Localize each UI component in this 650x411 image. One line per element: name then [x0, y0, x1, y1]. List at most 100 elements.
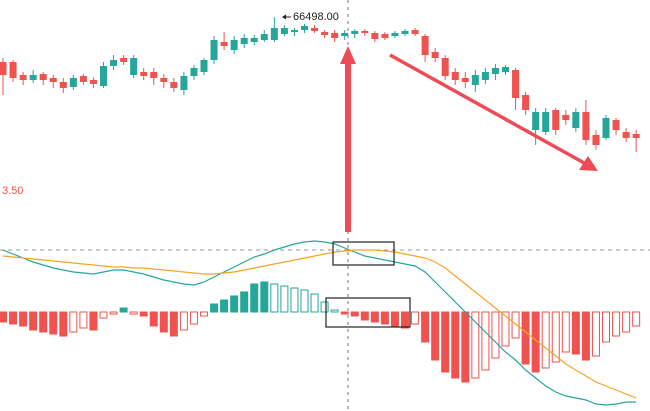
candle-body [552, 110, 560, 130]
macd-bar [360, 311, 369, 321]
macd-bar [69, 311, 78, 333]
macd-bar [230, 295, 239, 313]
macd-bar [551, 311, 560, 363]
macd-bar [340, 311, 349, 315]
candle-body [381, 34, 389, 38]
arrow-up [340, 46, 356, 232]
macd-bar [380, 311, 389, 325]
macd-bar [159, 311, 168, 333]
macd-bar [622, 311, 631, 333]
macd-bar [602, 311, 610, 343]
macd-bar [471, 311, 480, 379]
candle-body [250, 38, 258, 42]
candle-body [301, 26, 308, 30]
candle-body [240, 38, 248, 44]
macd-bar [581, 311, 590, 361]
candle-body [582, 112, 590, 140]
macd-bar [320, 301, 329, 313]
candle-body [451, 72, 459, 80]
candle-body [491, 68, 499, 74]
macd-bar [49, 311, 58, 335]
macd-bar [541, 311, 550, 369]
macd-bar [99, 311, 108, 319]
macd-bar [571, 311, 580, 355]
candle-body [89, 80, 97, 84]
macd-bar [189, 311, 198, 325]
candle-body [100, 66, 107, 86]
candle-body [29, 75, 37, 80]
candle-body [632, 134, 640, 138]
macd-bar [179, 311, 188, 331]
macd-bar [39, 311, 48, 333]
macd-bar [561, 311, 570, 353]
macd-bar [240, 291, 249, 313]
arrow-head [579, 156, 598, 171]
candle-body [220, 42, 228, 46]
candle-body [371, 33, 379, 39]
candle-body [120, 58, 128, 62]
candle-body [502, 67, 509, 72]
candle-body [110, 60, 118, 66]
candle-body [160, 78, 168, 82]
candle-body [592, 135, 600, 145]
candle-body [572, 112, 580, 128]
candle-body [522, 95, 530, 110]
candle-body [200, 60, 208, 72]
macd-bar [19, 311, 28, 327]
candle-body [69, 78, 77, 87]
macd-bar [29, 311, 38, 331]
candle-body [461, 78, 469, 82]
candle-body [150, 72, 158, 78]
candle-body [180, 76, 188, 90]
candle-body [321, 32, 329, 35]
candle-body [311, 28, 319, 31]
candle-body [49, 78, 57, 82]
macd-bar [109, 311, 118, 315]
macd-bar [290, 287, 299, 313]
candle-body [39, 74, 47, 80]
candle-body [481, 72, 489, 80]
macd-bar [129, 311, 138, 315]
plot [0, 17, 641, 406]
macd-line [2, 240, 637, 406]
candle-body [441, 58, 449, 76]
macd-bar [421, 311, 430, 343]
macd-bar [169, 311, 178, 337]
candle-body [562, 115, 570, 120]
candle-body [19, 75, 27, 80]
candle-body [512, 70, 520, 98]
macd-bar [9, 311, 18, 325]
macd-bar [210, 303, 219, 313]
candle-body [210, 40, 218, 60]
macd-bar [501, 311, 510, 347]
candle-body [391, 33, 399, 36]
macd-bar [270, 283, 279, 313]
macd-bar [390, 311, 399, 327]
macd-bar [139, 311, 148, 317]
macd-bar [461, 311, 470, 383]
candle-body [331, 33, 339, 38]
candle-body [612, 120, 620, 130]
price-annotation: 66498.00 [293, 11, 339, 23]
candle-body [0, 62, 7, 75]
macd-bar [149, 311, 158, 327]
macd-line [2, 249, 637, 399]
candle-body [79, 76, 87, 82]
macd-bar [441, 311, 450, 373]
candle-body [532, 112, 540, 130]
macd-bar [521, 311, 530, 365]
candle-body [602, 118, 610, 138]
macd-bar [401, 311, 409, 329]
candle-body [130, 58, 138, 75]
candle-body [421, 36, 429, 55]
macd-bar [300, 289, 309, 313]
candle-body [542, 112, 550, 132]
macd-bar [481, 311, 490, 371]
macd-bar [280, 285, 289, 313]
candle-body [270, 28, 278, 40]
macd-bar [491, 311, 500, 359]
macd-bar [612, 311, 621, 337]
macd-bar [511, 311, 520, 339]
